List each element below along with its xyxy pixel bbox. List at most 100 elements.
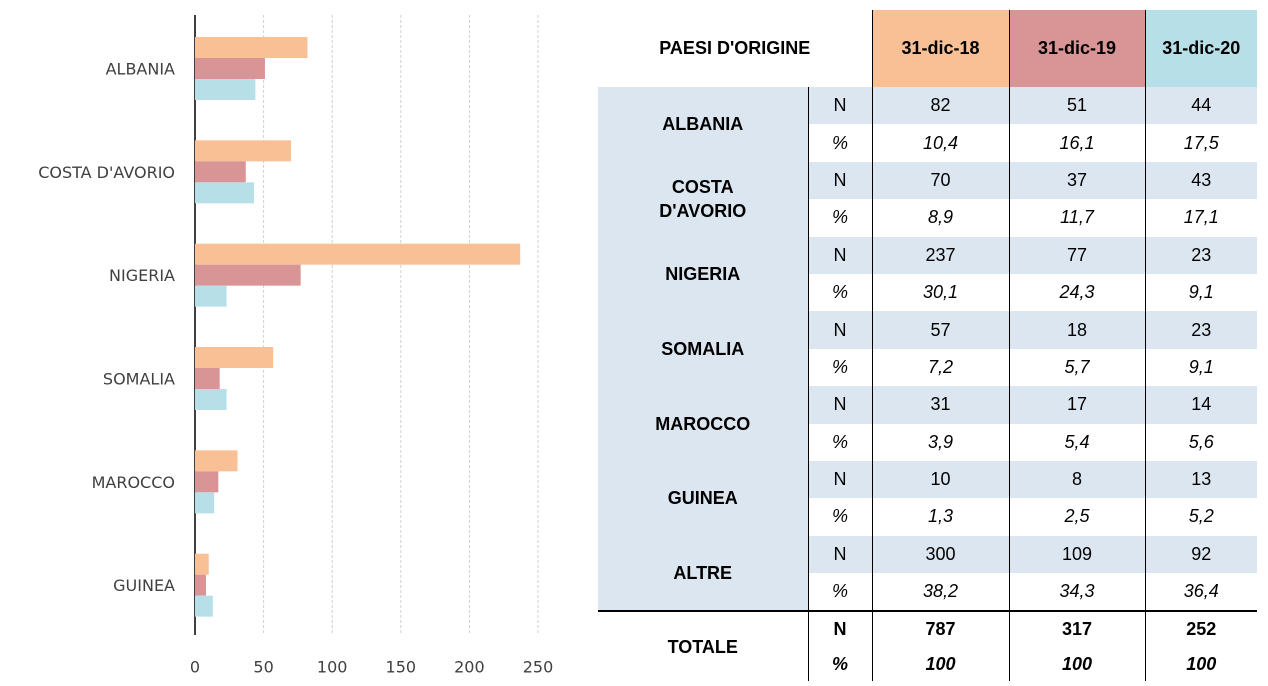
x-tick-label: 0 <box>190 658 200 677</box>
value-cell: 2,5 <box>1008 498 1146 536</box>
value-cell: 5,7 <box>1008 348 1146 387</box>
bar <box>195 37 308 58</box>
bar <box>195 79 256 100</box>
bar <box>195 574 206 596</box>
table-row: % 8,9 11,7 17,1 <box>598 199 1258 237</box>
value-cell: 23 <box>1144 311 1258 349</box>
value-cell: 44 <box>1144 87 1258 125</box>
value-cell: 317 <box>1008 610 1146 647</box>
value-cell: 100 <box>871 646 1010 682</box>
data-table: PAESI D'ORIGINE 31-dic-18 31-dic-19 31-dic-… <box>598 10 1258 682</box>
value-cell: 57 <box>871 311 1010 349</box>
value-cell: 5,4 <box>1008 423 1146 461</box>
country-name: TOTALE <box>598 610 808 682</box>
unit-cell: N <box>807 610 873 647</box>
value-cell: 5,2 <box>1144 498 1258 536</box>
bar <box>195 58 265 79</box>
bar <box>195 471 219 493</box>
bar <box>195 182 254 204</box>
value-cell: 14 <box>1144 386 1258 424</box>
value-cell: 37 <box>1008 161 1146 200</box>
value-cell: 9,1 <box>1144 348 1258 387</box>
table-row: SOMALIA N 57 18 23 <box>598 311 1258 387</box>
header-cell: 31-dic-18 <box>871 10 1010 87</box>
y-tick-label: GUINEA <box>113 576 175 595</box>
table-row: % 100 100 100 <box>598 646 1258 682</box>
unit-cell: % <box>807 273 873 312</box>
value-cell: 237 <box>871 236 1010 274</box>
bar <box>195 595 213 617</box>
country-name: COSTA D'AVORIO <box>598 161 808 237</box>
unit-cell: N <box>807 236 873 274</box>
table-row: MAROCCO N 31 17 14 <box>598 386 1258 461</box>
value-cell: 23 <box>1144 236 1258 274</box>
y-tick-label: SOMALIA <box>103 370 175 389</box>
table-row: % 30,1 24,3 9,1 <box>598 273 1258 312</box>
value-cell: 11,7 <box>1008 199 1146 237</box>
value-cell: 70 <box>871 161 1010 200</box>
country-name: ALTRE <box>598 535 808 612</box>
value-cell: 30,1 <box>871 273 1010 312</box>
value-cell: 13 <box>1144 460 1258 499</box>
bar <box>195 492 215 514</box>
value-cell: 3,9 <box>871 423 1010 461</box>
bar <box>195 347 274 368</box>
value-cell: 109 <box>1008 535 1146 574</box>
value-cell: 82 <box>871 87 1010 125</box>
unit-cell: N <box>807 386 873 424</box>
table-row: ALBANIA N 82 51 44 <box>598 87 1258 162</box>
value-cell: 10,4 <box>871 124 1010 162</box>
value-cell: 5,6 <box>1144 423 1258 461</box>
value-cell: 1,3 <box>871 498 1010 536</box>
country-name: SOMALIA <box>598 311 808 387</box>
table-row: % 1,3 2,5 5,2 <box>598 498 1258 536</box>
value-cell: 51 <box>1008 87 1146 125</box>
value-cell: 17,1 <box>1144 199 1258 237</box>
value-cell: 7,2 <box>871 348 1010 387</box>
country-name: GUINEA <box>598 460 808 536</box>
value-cell: 9,1 <box>1144 273 1258 312</box>
value-cell: 34,3 <box>1008 573 1146 612</box>
table-row: TOTALE N 787 317 252 <box>598 610 1258 682</box>
unit-cell: % <box>807 199 873 237</box>
value-cell: 8,9 <box>871 199 1010 237</box>
value-cell: 16,1 <box>1008 124 1146 162</box>
unit-cell: N <box>807 161 873 200</box>
bar <box>195 243 521 265</box>
value-cell: 77 <box>1008 236 1146 274</box>
unit-cell: % <box>807 646 873 682</box>
x-tick-label: 50 <box>253 658 273 677</box>
unit-cell: N <box>807 535 873 574</box>
header-cell: 31-dic-19 <box>1008 10 1146 87</box>
value-cell: 18 <box>1008 311 1146 349</box>
bar <box>195 161 246 183</box>
unit-cell: % <box>807 423 873 461</box>
value-cell: 17 <box>1008 386 1146 424</box>
y-tick-label: NIGERIA <box>109 266 175 285</box>
unit-cell: N <box>807 311 873 349</box>
x-tick-label: 200 <box>454 658 485 677</box>
table-row: GUINEA N 10 8 13 <box>598 460 1258 536</box>
value-cell: 787 <box>871 610 1010 647</box>
value-cell: 100 <box>1144 646 1258 682</box>
value-cell: 17,5 <box>1144 124 1258 162</box>
value-cell: 38,2 <box>871 573 1010 612</box>
table-row: % 3,9 5,4 5,6 <box>598 423 1258 461</box>
value-cell: 300 <box>871 535 1010 574</box>
unit-cell: % <box>807 348 873 387</box>
table-row: NIGERIA N 237 77 23 <box>598 236 1258 312</box>
bar <box>195 389 227 410</box>
table-row: % 10,4 16,1 17,5 <box>598 124 1258 162</box>
header-cell: PAESI D'ORIGINE <box>659 38 811 58</box>
unit-cell: N <box>807 460 873 499</box>
value-cell: 252 <box>1144 610 1258 647</box>
unit-cell: % <box>807 124 873 162</box>
header-row: PAESI D'ORIGINE 31-dic-18 31-dic-19 31-dic-… <box>598 10 1258 87</box>
bar <box>195 285 227 307</box>
bar <box>195 450 238 472</box>
unit-cell: N <box>807 87 873 125</box>
value-cell: 10 <box>871 460 1010 499</box>
value-cell: 100 <box>1008 646 1146 682</box>
value-cell: 8 <box>1008 460 1146 499</box>
